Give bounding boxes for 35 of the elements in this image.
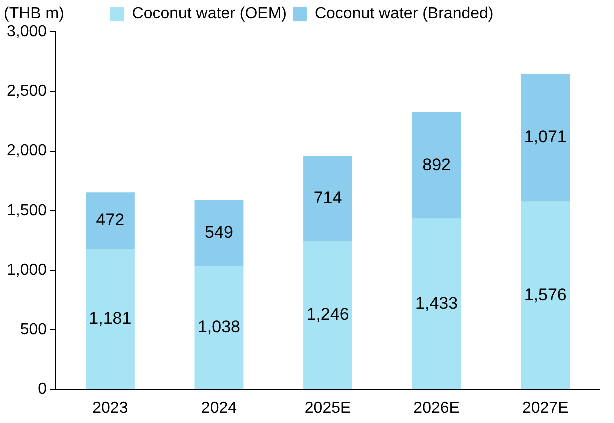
- y-axis-title: (THB m): [4, 5, 64, 22]
- bar: [86, 192, 135, 249]
- y-tick-label: 0: [38, 381, 48, 398]
- bar: [521, 202, 570, 390]
- data-label: 472: [96, 210, 125, 230]
- bar: [86, 248, 135, 390]
- y-tick-label: 3,000: [6, 23, 48, 40]
- y-tick-label: 1,500: [6, 202, 48, 220]
- data-label: 1,071: [524, 128, 567, 147]
- data-label: 1,433: [416, 294, 458, 313]
- x-tick-label: 2024: [201, 400, 238, 417]
- bar: [412, 218, 462, 390]
- bar: [304, 241, 352, 390]
- data-label: 1,038: [198, 317, 240, 336]
- y-tick-label: 1,000: [6, 262, 48, 279]
- bar: [194, 266, 244, 390]
- data-label: 549: [205, 222, 234, 242]
- data-label: 1,576: [524, 285, 567, 304]
- bar: [194, 200, 244, 266]
- data-label: 1,246: [306, 304, 350, 324]
- data-label: 892: [422, 155, 451, 174]
- x-tick-label: 2025E: [304, 400, 352, 417]
- legend-label: Coconut water (Branded): [314, 5, 494, 22]
- data-label: 1,181: [89, 308, 132, 328]
- x-tick-label: 2023: [92, 400, 128, 417]
- legend-label: Coconut water (OEM): [132, 5, 287, 22]
- bar: [412, 112, 462, 219]
- y-tick-label: 2,500: [6, 83, 48, 100]
- x-tick-label: 2027E: [522, 400, 569, 417]
- x-tick-label: 2026E: [414, 400, 460, 417]
- y-tick-label: 2,000: [6, 142, 48, 160]
- bar: [521, 74, 570, 202]
- bar: [304, 156, 352, 242]
- data-label: 714: [314, 188, 342, 208]
- y-tick-label: 500: [20, 322, 48, 339]
